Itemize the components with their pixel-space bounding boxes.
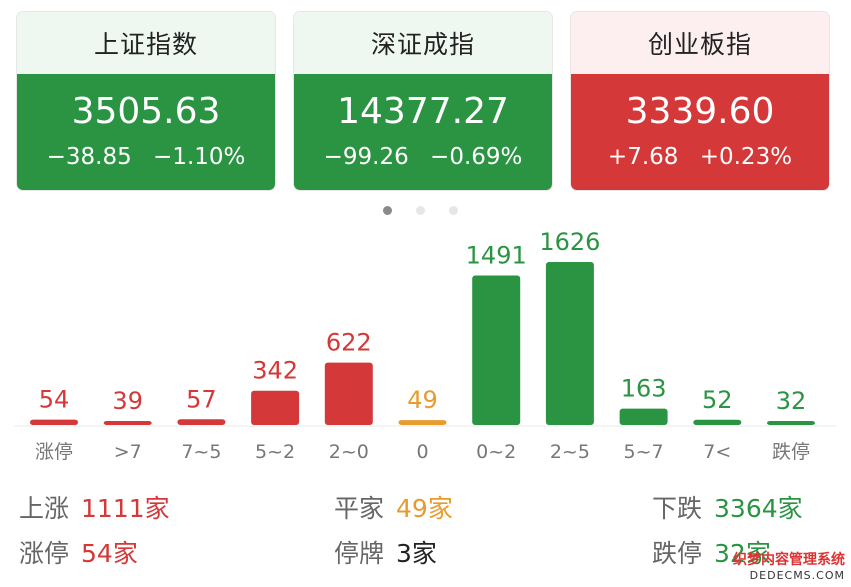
- category-label: 7<: [703, 441, 731, 463]
- bar-value-label: 57: [186, 385, 217, 413]
- stat-rise: 上涨 1111家: [19, 494, 170, 523]
- bar: [398, 420, 447, 425]
- category-label: 7~5: [181, 441, 221, 463]
- index-name: 上证指数: [17, 12, 275, 74]
- bar: [472, 275, 521, 425]
- bar-value-label: 39: [112, 387, 143, 415]
- bar: [324, 362, 373, 425]
- bar-value-label: 32: [776, 387, 807, 415]
- stat-fall: 下跌 3364家: [652, 494, 803, 523]
- carousel-dots[interactable]: [383, 206, 458, 215]
- bar-value-label: 1491: [466, 242, 527, 270]
- bar-value-label: 52: [702, 386, 733, 414]
- index-value: 3339.60: [625, 91, 775, 132]
- index-change: −38.85 −1.10%: [46, 144, 246, 170]
- stat-limit-down: 跌停 32家: [652, 539, 771, 568]
- category-label: 2~5: [550, 441, 590, 463]
- index-card-szse[interactable]: 深证成指 14377.27 −99.26 −0.69%: [294, 12, 552, 190]
- bar: [251, 390, 300, 425]
- bar: [103, 421, 152, 425]
- bar: [30, 419, 78, 425]
- category-label: 0~2: [476, 441, 516, 463]
- index-value: 14377.27: [337, 91, 509, 132]
- bar-value-label: 163: [621, 375, 667, 403]
- category-label: 5~7: [624, 441, 664, 463]
- bar-value-label: 49: [407, 386, 438, 414]
- category-label: 0: [416, 441, 428, 463]
- carousel-dot[interactable]: [449, 206, 458, 215]
- bar-value-label: 622: [326, 329, 372, 357]
- carousel-dot[interactable]: [416, 206, 425, 215]
- distribution-chart: 54 涨停 39 >7 57 7~5 342 5~2 622 2~0 49 0 1491 0~2 1626 2…: [14, 228, 836, 463]
- category-label: 涨停: [35, 441, 73, 463]
- index-change: +7.68 +0.23%: [607, 144, 793, 170]
- bar: [545, 262, 594, 425]
- carousel-dot[interactable]: [383, 206, 392, 215]
- bar-value-label: 1626: [539, 228, 600, 256]
- index-change: −99.26 −0.69%: [323, 144, 523, 170]
- bar: [693, 419, 742, 425]
- index-name: 创业板指: [571, 12, 829, 74]
- stat-limit-up: 涨停 54家: [19, 539, 138, 568]
- category-label: 5~2: [255, 441, 295, 463]
- bar-value-label: 342: [252, 357, 298, 385]
- stat-flat: 平家 49家: [334, 494, 453, 523]
- category-label: 2~0: [329, 441, 369, 463]
- bar: [619, 408, 668, 425]
- category-label: >7: [114, 441, 142, 463]
- index-name: 深证成指: [294, 12, 552, 74]
- watermark-logo: 织梦内容管理系统 DEDECMS.COM: [733, 552, 845, 583]
- index-card-chinext[interactable]: 创业板指 3339.60 +7.68 +0.23%: [571, 12, 829, 190]
- index-card-sse[interactable]: 上证指数 3505.63 −38.85 −1.10%: [17, 12, 275, 190]
- category-label: 跌停: [772, 441, 810, 463]
- bar: [177, 419, 226, 425]
- stat-suspended: 停牌 3家: [334, 539, 437, 568]
- bar-value-label: 54: [39, 386, 70, 414]
- index-value: 3505.63: [71, 91, 221, 132]
- bar: [767, 421, 815, 425]
